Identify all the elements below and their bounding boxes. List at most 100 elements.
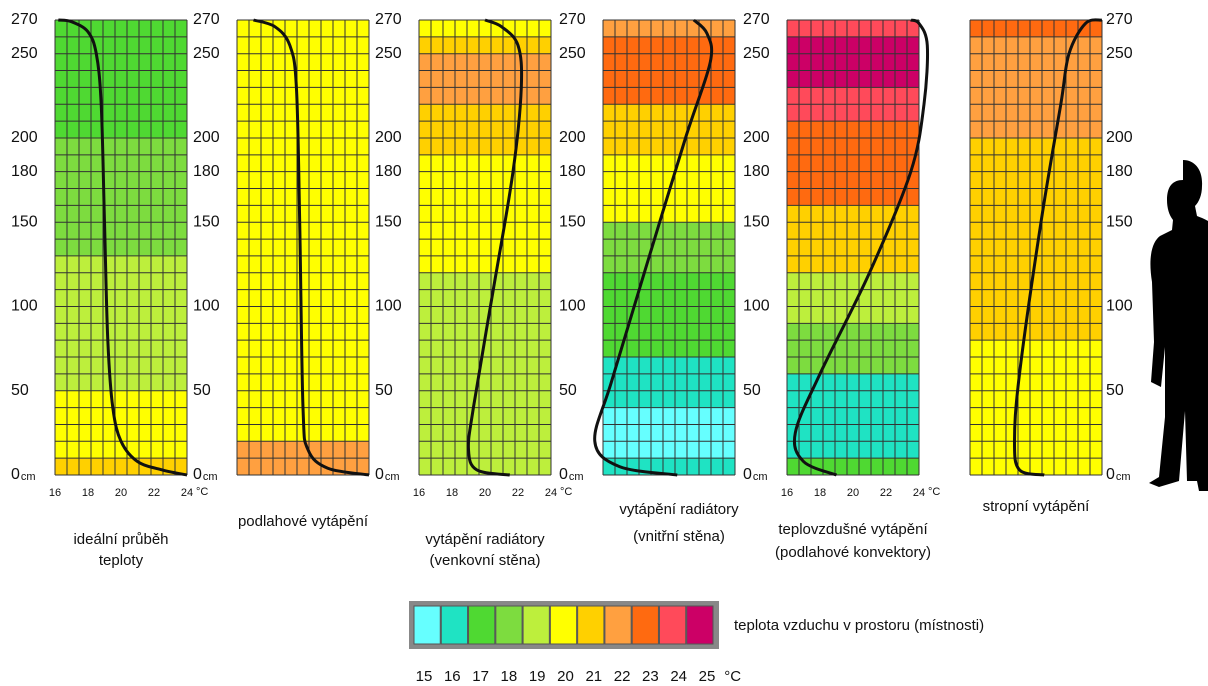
temperature-band [419, 20, 551, 37]
temperature-band [419, 36, 551, 54]
height-unit: cm [753, 471, 768, 483]
temp-unit: °C [928, 486, 940, 498]
height-unit: cm [203, 471, 218, 483]
legend-swatch [604, 605, 632, 645]
height-tick-label: 50 [1106, 382, 1124, 399]
height-tick-label: 0 [559, 466, 568, 483]
height-unit: cm [1116, 471, 1131, 483]
temperature-curve [792, 18, 930, 477]
height-tick-label: 150 [11, 213, 38, 230]
legend-swatch [468, 605, 496, 645]
temp-tick-label: 20 [479, 487, 491, 499]
temperature-band [970, 36, 1102, 54]
temp-tick-label: 20 [847, 487, 859, 499]
legend-value: 18 [501, 668, 518, 685]
temperature-band [603, 407, 735, 459]
height-tick-label: 200 [743, 129, 770, 146]
height-tick-label: 50 [559, 382, 577, 399]
height-tick-label: 100 [11, 298, 38, 315]
height-tick-label: 150 [1106, 213, 1133, 230]
height-tick-label: 0 [1106, 466, 1115, 483]
height-tick-label: 0 [193, 466, 202, 483]
temperature-band [419, 154, 551, 273]
temperature-curve [1012, 18, 1103, 477]
panel: 270 250 200 180 150 100 50 0 cm vytápění radiátor… [559, 11, 739, 545]
height-tick-label: 270 [1106, 11, 1133, 28]
temperature-band [419, 104, 551, 155]
temp-tick-label: 18 [82, 487, 94, 499]
legend-swatch [686, 605, 714, 645]
height-tick-label: 200 [375, 129, 402, 146]
height-unit: cm [21, 471, 36, 483]
legend-value: 20 [557, 668, 574, 685]
height-tick-label: 200 [1106, 129, 1133, 146]
temperature-curve [466, 18, 524, 477]
height-tick-label: 270 [375, 11, 402, 28]
height-tick-label: 270 [559, 11, 586, 28]
legend-value: 25 [699, 668, 716, 685]
legend-value: 23 [642, 668, 659, 685]
temp-unit: °C [196, 486, 208, 498]
temp-tick-label: 22 [148, 487, 160, 499]
temperature-band [603, 357, 735, 408]
height-tick-label: 150 [743, 213, 770, 230]
height-unit: cm [569, 471, 584, 483]
temp-tick-label: 24 [545, 487, 557, 499]
height-tick-label: 100 [375, 298, 402, 315]
temperature-band [603, 104, 735, 155]
temperature-band [55, 137, 187, 256]
legend-swatch [631, 605, 659, 645]
temperature-band [787, 458, 919, 475]
panel-caption: stropní vytápění [983, 498, 1091, 515]
legend-value: 16 [444, 668, 461, 685]
panel-caption: (venkovní stěna) [430, 552, 541, 569]
temperature-curve [593, 18, 714, 477]
height-tick-label: 0 [375, 466, 384, 483]
height-tick-label: 150 [193, 213, 220, 230]
legend-value: 19 [529, 668, 546, 685]
height-tick-label: 180 [375, 163, 402, 180]
height-tick-label: 200 [11, 129, 38, 146]
legend-swatch [522, 605, 550, 645]
temperature-band [787, 20, 919, 37]
height-tick-label: 250 [375, 45, 402, 62]
temp-tick-label: 24 [913, 487, 925, 499]
height-tick-label: 0 [743, 466, 752, 483]
temperature-band [970, 137, 1102, 223]
legend-text: teplota vzduchu v prostoru (místnosti) [734, 617, 984, 634]
panel-caption: (vnitřní stěna) [633, 528, 725, 545]
height-unit: cm [385, 471, 400, 483]
height-tick-label: 100 [193, 298, 220, 315]
temperature-band [787, 323, 919, 374]
height-tick-label: 180 [743, 163, 770, 180]
panel: 270 250 200 180 150 100 50 0 cm podlahové vytápěn… [193, 11, 370, 530]
height-tick-label: 50 [11, 382, 29, 399]
height-tick-label: 50 [743, 382, 761, 399]
legend-swatch [440, 605, 469, 645]
height-tick-label: 250 [559, 45, 586, 62]
legend-swatch [495, 605, 523, 645]
temp-unit: °C [560, 486, 572, 498]
temperature-band [787, 272, 919, 324]
height-tick-label: 50 [193, 382, 211, 399]
height-tick-label: 180 [1106, 163, 1133, 180]
height-tick-label: 180 [193, 163, 220, 180]
legend-value: 17 [472, 668, 489, 685]
temperature-band [970, 20, 1102, 37]
temp-tick-label: 16 [781, 487, 793, 499]
temperature-curve [253, 18, 370, 477]
panel: 270 250 200 180 150 100 50 0 cm 16 18 20 22 24 °C teplo… [743, 11, 940, 561]
temp-tick-label: 24 [181, 487, 193, 499]
temperature-curve [58, 18, 188, 477]
legend-value: 15 [416, 668, 433, 685]
height-tick-label: 150 [559, 213, 586, 230]
panel-caption: podlahové vytápění [238, 513, 369, 530]
legend-swatch [577, 605, 605, 645]
height-tick-label: 180 [559, 163, 586, 180]
height-tick-label: 100 [743, 298, 770, 315]
height-tick-label: 250 [743, 45, 770, 62]
temp-tick-label: 22 [880, 487, 892, 499]
